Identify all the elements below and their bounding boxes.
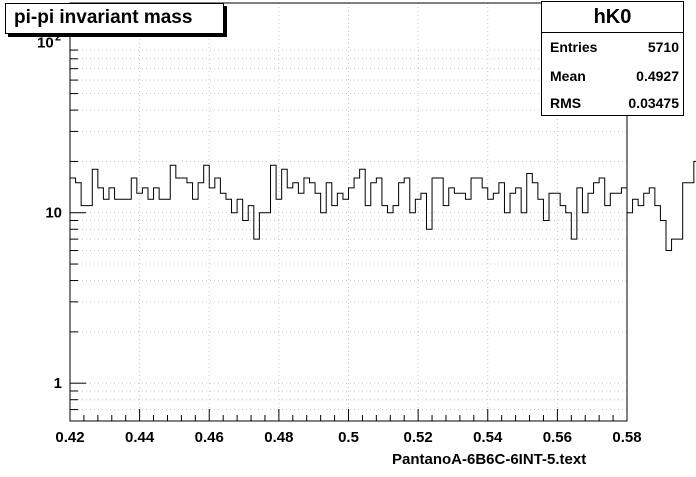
x-tick-label: 0.52 (404, 429, 433, 446)
stats-row-entries: Entries 5710 (542, 33, 683, 61)
y-tick-label: 10 (37, 34, 54, 51)
y-tick-label: 1 (54, 375, 62, 392)
stats-label: Mean (550, 68, 586, 84)
stats-histogram-name: hK0 (542, 2, 683, 33)
x-tick-label: 0.44 (125, 429, 155, 446)
stats-row-mean: Mean 0.4927 (542, 62, 683, 90)
x-tick-label: 0.42 (55, 429, 84, 446)
x-tick-label: 0.5 (338, 429, 359, 446)
stats-value: 0.4927 (636, 68, 679, 84)
stats-value: 0.03475 (628, 95, 679, 111)
chart-title-box: pi-pi invariant mass (5, 3, 224, 34)
x-axis-title: PantanoA-6B6C-6INT-5.text (392, 451, 587, 468)
histogram-series (70, 160, 696, 252)
y-tick-label-exponent: 2 (55, 31, 61, 43)
x-tick-label: 0.46 (195, 429, 224, 446)
x-tick-label: 0.56 (543, 429, 572, 446)
stats-label: Entries (550, 39, 598, 55)
x-tick-label: 0.54 (473, 429, 503, 446)
stats-value: 5710 (647, 39, 679, 55)
x-tick-label: 0.58 (612, 429, 641, 446)
y-tick-label: 10 (45, 205, 62, 222)
x-tick-label: 0.48 (264, 429, 293, 446)
stats-box: hK0 Entries 5710 Mean 0.4927 RMS 0.03475 (541, 1, 684, 116)
chart-title: pi-pi invariant mass (14, 7, 193, 28)
stats-row-rms: RMS 0.03475 (542, 89, 683, 117)
stats-label: RMS (550, 95, 582, 111)
